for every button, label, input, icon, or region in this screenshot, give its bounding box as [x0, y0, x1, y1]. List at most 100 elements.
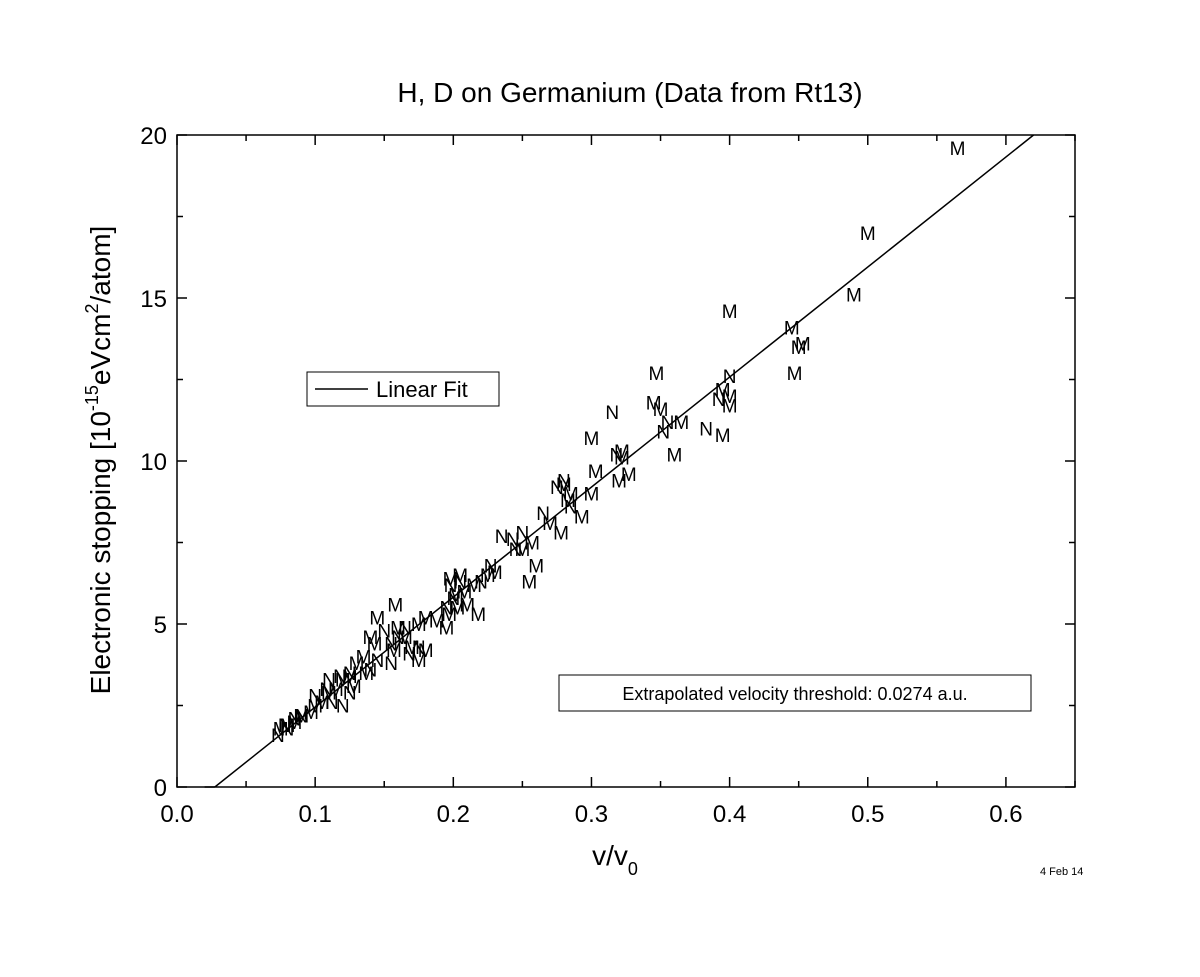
data-point-m: M	[356, 648, 372, 669]
data-point-m: M	[521, 573, 537, 594]
data-point-m: M	[666, 445, 682, 466]
y-tick-label: 5	[154, 612, 167, 639]
data-point-m: M	[369, 608, 385, 629]
data-point-m: M	[722, 397, 738, 418]
data-point-n: N	[564, 498, 578, 519]
data-point-m: M	[614, 449, 630, 470]
data-point-n: N	[322, 670, 336, 691]
data-point-m: M	[346, 677, 362, 698]
data-point-m: M	[470, 605, 486, 626]
data-point-n: N	[412, 638, 426, 659]
data-point-m: M	[588, 462, 604, 483]
data-point-n: N	[557, 472, 571, 493]
data-point-n: N	[402, 644, 416, 665]
y-tick-label: 15	[140, 286, 167, 313]
data-point-m: M	[722, 302, 738, 323]
data-point-n: N	[506, 530, 520, 551]
data-point-n: N	[605, 403, 619, 424]
data-point-m: M	[438, 618, 454, 639]
data-point-n: N	[294, 706, 308, 727]
data-point-m: M	[303, 703, 319, 724]
data-point-m: M	[787, 364, 803, 385]
data-point-m: M	[367, 635, 383, 656]
linear-fit	[204, 134, 1035, 788]
data-point-n: N	[444, 576, 458, 597]
data-point-m: M	[556, 475, 572, 496]
data-point-m: M	[386, 641, 402, 662]
data-point-n: N	[288, 710, 302, 731]
data-point-m: M	[722, 387, 738, 408]
data-point-n: N	[333, 667, 347, 688]
data-point-n: N	[377, 622, 391, 643]
data-point-n: N	[325, 693, 339, 714]
data-point-m: M	[611, 472, 627, 493]
data-point-m: M	[450, 599, 466, 620]
data-point-m: M	[950, 139, 966, 160]
y-axis: 0 5 10 15 20	[140, 123, 1075, 802]
legend-label-linear-fit: Linear Fit	[376, 377, 468, 402]
data-point-m: M	[574, 507, 590, 528]
legend: Linear Fit	[306, 371, 500, 407]
data-point-n: N	[384, 654, 398, 675]
data-point-m: M	[418, 641, 434, 662]
data-point-m: M	[411, 651, 427, 672]
data-point-n: N	[370, 651, 384, 672]
data-point-m: M	[363, 628, 379, 649]
x-axis: 0.0 0.1 0.2 0.3 0.4 0.5 0.6	[160, 135, 1076, 828]
data-point-m: M	[646, 393, 662, 414]
data-point-m: M	[335, 670, 351, 691]
annotation-velocity-threshold: Extrapolated velocity threshold: 0.0274 …	[622, 684, 967, 704]
data-point-m: M	[715, 426, 731, 447]
x-axis-label: v/v0	[592, 840, 638, 879]
data-point-n: N	[308, 687, 322, 708]
data-point-n: N	[384, 635, 398, 656]
data-point-m: M	[441, 605, 457, 626]
x-tick-label: 0.6	[989, 801, 1022, 828]
data-point-m: M	[452, 566, 468, 587]
data-point-m: M	[429, 612, 445, 633]
data-point-m: M	[560, 491, 576, 512]
data-point-n: N	[343, 664, 357, 685]
data-point-n: N	[440, 599, 454, 620]
data-point-n: N	[550, 478, 564, 499]
data-point-m: M	[648, 364, 664, 385]
data-point-m: M	[387, 595, 403, 616]
y-tick-label: 20	[140, 123, 167, 150]
data-point-m: M	[653, 400, 669, 421]
data-point-m: M	[584, 429, 600, 450]
data-point-m: M	[480, 566, 496, 587]
data-point-m: M	[349, 654, 365, 675]
data-point-n: N	[495, 527, 509, 548]
data-point-n: N	[536, 504, 550, 525]
data-point-m: M	[273, 719, 289, 740]
data-point-n: N	[336, 697, 350, 718]
y-axis-label: Electronic stopping [10-15eVcm2/atom]	[82, 226, 116, 695]
data-point-m: M	[795, 335, 811, 356]
data-point-n: N	[278, 716, 292, 737]
data-point-m: M	[846, 286, 862, 307]
chart-title: H, D on Germanium (Data from Rt13)	[397, 77, 862, 108]
fit-line	[214, 134, 1035, 788]
data-point-m: M	[456, 582, 472, 603]
x-tick-label: 0.5	[851, 801, 884, 828]
data-point-n: N	[699, 419, 713, 440]
data-point-m: M	[860, 224, 876, 245]
data-point-m: M	[553, 524, 569, 545]
x-tick-label: 0.0	[160, 801, 193, 828]
data-point-m: M	[466, 576, 482, 597]
data-point-m: M	[614, 442, 630, 463]
data-point-m: M	[404, 638, 420, 659]
data-point-m: M	[443, 569, 459, 590]
data-point-n: N	[398, 618, 412, 639]
x-tick-label: 0.2	[437, 801, 470, 828]
annotation-box: Extrapolated velocity threshold: 0.0274 …	[558, 674, 1032, 712]
data-point-m: M	[459, 595, 475, 616]
data-point-n: N	[343, 683, 357, 704]
data-point-m: M	[542, 514, 558, 535]
date-stamp: 4 Feb 14	[1040, 866, 1084, 878]
x-tick-label: 0.3	[575, 801, 608, 828]
data-point-n: N	[609, 445, 623, 466]
data-point-m: M	[791, 338, 807, 359]
